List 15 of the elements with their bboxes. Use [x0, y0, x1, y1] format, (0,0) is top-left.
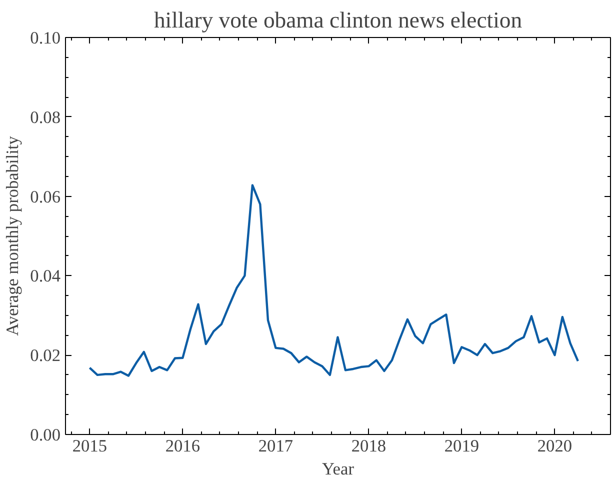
y-axis-title: Average monthly probability: [3, 136, 22, 336]
x-tick-label: 2020: [537, 436, 572, 456]
x-tick-label: 2016: [165, 436, 200, 456]
x-tick-label: 2019: [444, 436, 480, 456]
y-tick-label: 0.10: [30, 28, 61, 48]
y-tick-label: 0.08: [30, 108, 61, 127]
chart-title: hillary vote obama clinton news election: [154, 8, 522, 32]
x-axis-title: Year: [322, 460, 354, 478]
x-tick-label: 2017: [258, 436, 294, 456]
y-tick-label: 0.00: [30, 426, 61, 444]
y-tick-label: 0.04: [30, 266, 61, 286]
y-tick-label: 0.06: [30, 187, 61, 206]
x-tick-label: 2015: [72, 436, 108, 456]
y-tick-label: 0.02: [30, 346, 61, 366]
x-tick-label: 2018: [351, 436, 386, 456]
